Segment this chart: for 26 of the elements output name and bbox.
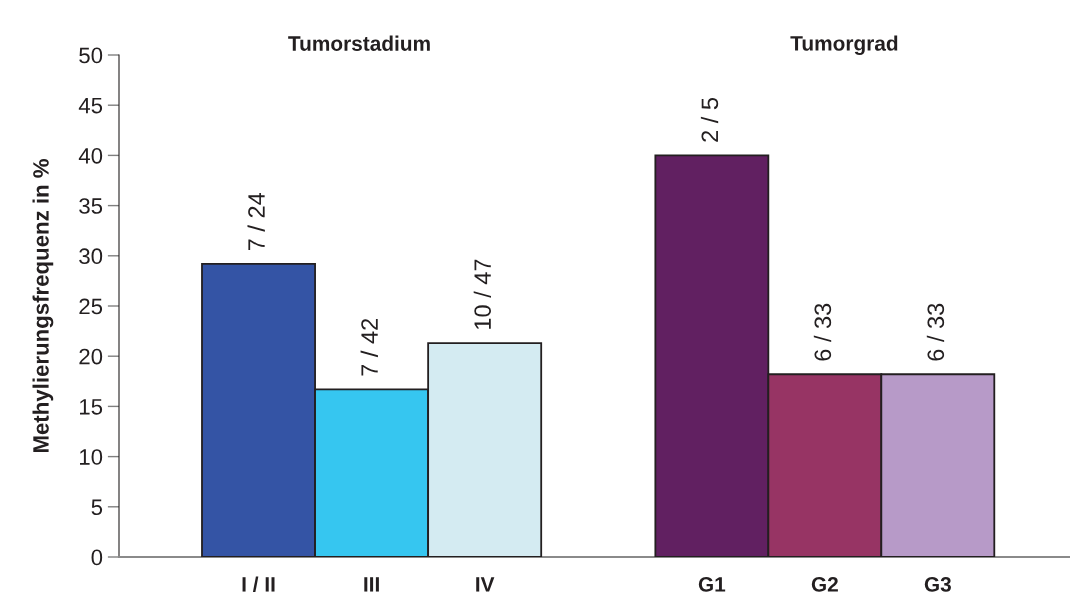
y-tick-label: 10 [80,449,103,465]
annotation: 7 / 24 [247,192,265,251]
chart-title: Tumorstadium [288,35,430,51]
x-tick-label: G2 [811,576,838,592]
y-tick-label: 30 [79,248,103,265]
annotation: 7 / 42 [360,318,378,376]
annotation: 2 / 5 [700,97,719,142]
x-tick-label: G3 [924,576,951,592]
y-tick-label: 45 [78,97,103,114]
x-tick-label: III [364,577,379,592]
y-tick-label: 0 [91,549,103,566]
y-tick-label: 20 [79,348,103,365]
annotation: 6 / 33 [926,303,945,361]
annotation: 10 / 47 [473,259,492,329]
y-tick-label: 35 [79,198,103,214]
y-tick-label: 5 [91,499,103,516]
y-tick-label: 50 [79,47,103,64]
y-axis-title: Methylierungsfrequenz in % [32,159,54,453]
y-tick-label: 40 [78,147,103,164]
chart-title: Tumorgrad [790,35,898,55]
y-tick-label: 15 [80,399,103,415]
x-tick-label: IV [476,577,495,592]
annotation: 6 / 33 [813,303,832,361]
y-tick-label: 25 [79,298,103,315]
x-tick-label: I / II [242,576,275,592]
x-tick-label: G1 [698,576,726,592]
